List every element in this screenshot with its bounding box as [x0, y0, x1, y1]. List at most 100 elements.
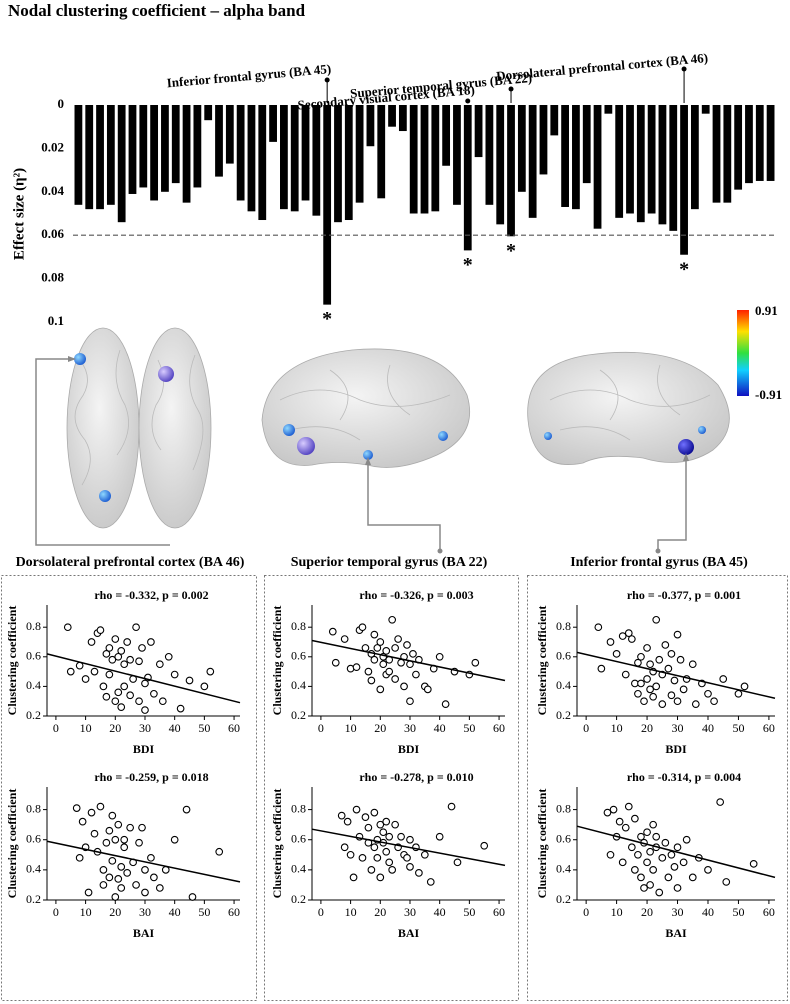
data-point	[435, 652, 444, 661]
data-point	[135, 697, 143, 706]
data-point	[126, 823, 134, 832]
data-point	[102, 838, 111, 847]
colorbar-label: 0.91	[755, 303, 778, 318]
data-point	[114, 875, 123, 883]
bar	[139, 105, 148, 188]
data-point	[673, 697, 682, 706]
x-tick-label: 40	[169, 905, 181, 919]
x-tick-label: 0	[318, 721, 324, 735]
bar	[669, 105, 678, 231]
data-point	[135, 657, 143, 666]
x-tick-label: 60	[763, 905, 775, 919]
significance-marker: *	[506, 240, 516, 262]
x-tick-label: 60	[493, 905, 505, 919]
data-point	[643, 858, 651, 867]
data-point	[441, 700, 450, 709]
y-tick-label: 0.08	[41, 270, 64, 285]
data-point	[403, 641, 411, 649]
data-point	[480, 841, 489, 850]
data-point	[637, 679, 645, 688]
data-point	[376, 820, 385, 829]
bar	[409, 105, 418, 214]
data-point	[182, 805, 191, 814]
bar	[355, 105, 364, 203]
bar	[117, 105, 126, 223]
brain-node	[544, 432, 552, 440]
data-point	[352, 663, 361, 672]
bar	[74, 105, 83, 205]
x-tick-label: 50	[463, 721, 475, 735]
data-point	[379, 660, 388, 669]
bar	[690, 105, 699, 210]
data-point	[331, 658, 340, 667]
data-point	[621, 670, 630, 679]
brain-node	[297, 437, 315, 455]
data-point	[661, 641, 670, 649]
x-tick-label: 20	[374, 721, 386, 735]
data-point	[624, 629, 633, 637]
connector-dot	[437, 548, 443, 554]
data-point	[105, 826, 114, 835]
x-tick-label: 20	[374, 905, 386, 919]
data-point	[606, 850, 615, 859]
arrowhead	[365, 457, 371, 465]
x-tick-label: 10	[80, 905, 92, 919]
y-axis-label: Clustering coefficient	[270, 606, 284, 716]
data-point	[84, 888, 93, 897]
data-point	[420, 850, 429, 859]
data-point	[682, 835, 691, 844]
y-axis-label: Clustering coefficient	[535, 789, 549, 899]
y-tick-label: 0.6	[26, 649, 41, 663]
data-point	[719, 675, 728, 683]
data-point	[123, 638, 132, 646]
bar	[128, 105, 137, 194]
data-point	[340, 843, 349, 852]
bar	[366, 105, 375, 147]
bar	[398, 105, 407, 132]
data-point	[81, 675, 90, 683]
brain-node	[283, 424, 295, 436]
region-label: Dorsolateral prefrontal cortex (BA 46)	[16, 555, 245, 570]
data-point	[185, 676, 194, 685]
y-tick-label: 0.4	[556, 862, 571, 876]
regression-line	[576, 651, 776, 699]
x-tick-label: 0	[53, 721, 59, 735]
data-point	[679, 685, 688, 694]
brain-node	[158, 366, 174, 382]
brain-lateral-left	[261, 348, 471, 468]
data-point	[346, 850, 355, 859]
data-point	[96, 802, 105, 811]
x-tick-label: 0	[53, 905, 59, 919]
y-axis-label: Clustering coefficient	[535, 606, 549, 716]
data-point	[658, 853, 667, 862]
brain-lateral-right	[527, 351, 730, 465]
data-point	[328, 627, 337, 636]
data-point	[734, 689, 743, 698]
bar	[442, 105, 451, 166]
y-tick-label: 0.8	[291, 619, 306, 633]
data-point	[364, 667, 373, 676]
y-tick-label: 0.2	[26, 892, 41, 906]
x-tick-label: 10	[611, 721, 623, 735]
data-point	[603, 808, 612, 817]
data-point	[385, 832, 394, 841]
data-point	[652, 832, 661, 841]
bar	[431, 105, 440, 212]
data-point	[108, 655, 117, 664]
data-point	[615, 817, 624, 826]
regression-line	[311, 828, 506, 867]
data-point	[87, 638, 96, 646]
data-point	[749, 859, 758, 868]
x-tick-label: 40	[702, 905, 714, 919]
data-point	[673, 843, 682, 852]
data-point	[649, 692, 658, 701]
y-tick-label: 0.8	[26, 619, 41, 633]
bar	[528, 105, 537, 218]
data-point	[370, 630, 379, 639]
data-point	[108, 856, 117, 865]
data-point	[643, 675, 651, 683]
bar	[550, 105, 559, 136]
data-point	[105, 670, 114, 679]
data-point	[132, 881, 140, 889]
